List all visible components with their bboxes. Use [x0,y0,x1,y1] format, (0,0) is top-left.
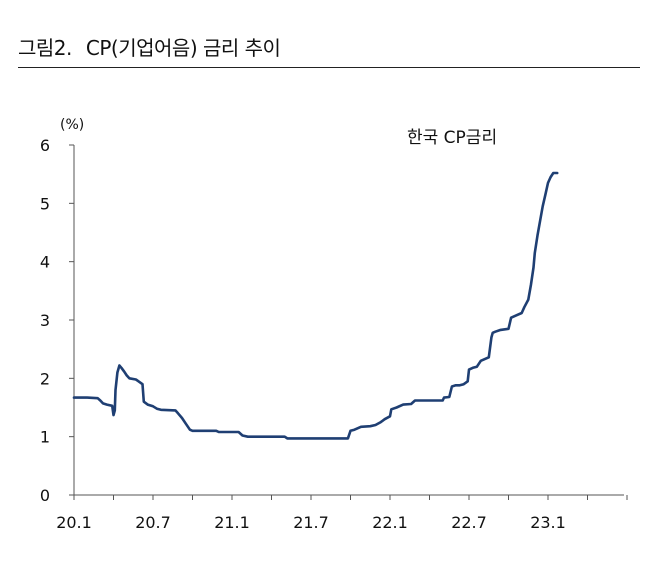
x-tick-label: 23.1 [530,513,566,532]
figure-title-text: CP(기업어음) 금리 추이 [85,36,281,60]
x-tick-label: 20.7 [135,513,171,532]
figure-title: 그림2. CP(기업어음) 금리 추이 [18,32,281,61]
x-tick-label: 21.7 [293,513,329,532]
x-tick-label: 20.1 [56,513,92,532]
y-tick-label: 1 [40,428,50,447]
y-axis-unit-label: (%) [60,117,84,133]
title-divider [18,67,640,68]
series-line-cp-rate [72,171,559,440]
y-tick-label: 6 [40,136,50,155]
figure-number: 그림2. [18,36,72,60]
y-tick-label: 2 [40,369,50,388]
x-tick-label: 22.1 [372,513,408,532]
y-tick-label: 5 [40,194,50,213]
y-tick-label: 0 [40,486,50,505]
y-tick-label: 3 [40,311,50,330]
x-tick-label: 21.1 [214,513,250,532]
legend-entry-label: 한국 CP금리 [407,128,497,148]
y-tick-label: 4 [40,253,50,272]
x-tick-label: 22.7 [451,513,487,532]
